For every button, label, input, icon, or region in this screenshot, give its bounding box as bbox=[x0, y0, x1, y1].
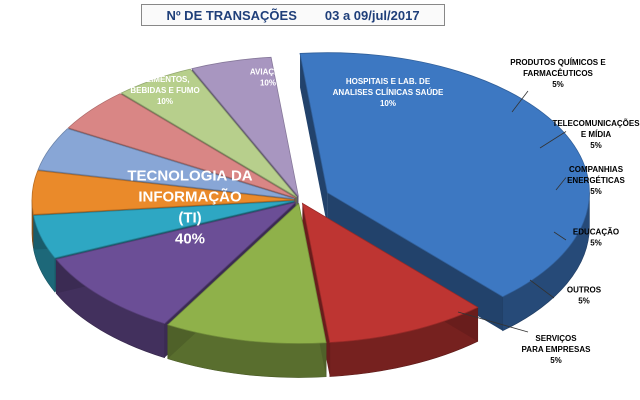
pie-slice bbox=[166, 202, 327, 344]
slice-label: EDUCAÇÃO 5% bbox=[573, 228, 619, 248]
slice-label-line: HOSPITAIS E LAB. DE bbox=[346, 77, 431, 86]
slice-label-line: ENERGÉTICAS bbox=[567, 176, 625, 185]
leader-line bbox=[555, 177, 567, 191]
slice-label: COMPANHIAS ENERGÉTICAS 5% bbox=[567, 165, 625, 196]
slice-label: TELECOMUNICAÇÕES E MÍDIA 5% bbox=[552, 119, 640, 150]
slice-label-line: SERVIÇOS bbox=[535, 334, 577, 343]
slice-label-line: AVIAÇÃO bbox=[250, 68, 286, 77]
slice-value-label: 40% bbox=[175, 231, 205, 248]
slice-label-line: INFORMAÇÃO bbox=[138, 188, 242, 206]
leader-line bbox=[539, 131, 567, 149]
pie-slice bbox=[67, 93, 296, 199]
slice-value-label: 10% bbox=[380, 99, 396, 108]
leader-line bbox=[457, 311, 529, 333]
leader-line bbox=[553, 231, 567, 241]
slice-label-line: ANALISES CLÍNICAS SAÚDE bbox=[333, 88, 444, 97]
pie-tops bbox=[31, 52, 590, 344]
slice-value-label: 5% bbox=[590, 141, 602, 150]
pie-slice bbox=[31, 170, 295, 215]
slice-value-label: 5% bbox=[552, 80, 564, 89]
slice-label: OUTROS 5% bbox=[567, 286, 602, 306]
slice-value-label: 5% bbox=[590, 187, 602, 196]
slice-value-label: 5% bbox=[590, 239, 602, 248]
slice-label-line: FARMACÊUTICOS bbox=[523, 69, 593, 78]
pie-labels: TECNOLOGIA DA INFORMAÇÃO (TI) 40% ALIMENTOS,… bbox=[127, 58, 640, 365]
slice-label-line: COMPANHIAS bbox=[569, 165, 624, 174]
slice-label: SERVIÇOS PARA EMPRESAS 5% bbox=[522, 334, 592, 365]
slice-label-line: OUTROS bbox=[567, 286, 602, 295]
chart-subtitle: 03 a 09/jul/2017 bbox=[324, 7, 420, 23]
leader-line bbox=[529, 279, 555, 299]
slice-label: TECNOLOGIA DA INFORMAÇÃO (TI) 40% bbox=[127, 168, 252, 248]
slice-label-line: TECNOLOGIA DA bbox=[127, 168, 252, 185]
slice-label: PRODUTOS QUÍMICOS E FARMACÊUTICOS 5% bbox=[510, 58, 606, 89]
pie-slice bbox=[191, 56, 299, 197]
pie-slice bbox=[299, 52, 590, 298]
slice-label: ALIMENTOS, BEBIDAS E FUMO 10% bbox=[130, 75, 199, 106]
slice-label: AVIAÇÃO 10% bbox=[250, 68, 286, 88]
pie-slice bbox=[37, 128, 295, 200]
slice-value-label: 5% bbox=[550, 356, 562, 365]
slice-label-line: EDUCAÇÃO bbox=[573, 228, 619, 237]
pie-slice-wall bbox=[300, 53, 328, 227]
slice-value-label: 10% bbox=[157, 97, 173, 106]
slice-label-line: PARA EMPRESAS bbox=[522, 345, 592, 354]
pie-slice bbox=[120, 68, 298, 198]
chart-title: Nº DE TRANSAÇÕES bbox=[166, 7, 297, 23]
slice-label-line: E MÍDIA bbox=[581, 130, 611, 139]
slice-label-line: PRODUTOS QUÍMICOS E bbox=[510, 58, 606, 67]
pie-slice bbox=[301, 202, 479, 343]
slice-label-line: ALIMENTOS, bbox=[140, 75, 189, 84]
slice-label-line: TELECOMUNICAÇÕES bbox=[552, 119, 640, 128]
slice-value-label: 10% bbox=[260, 79, 276, 88]
chart-title-box: Nº DE TRANSAÇÕES 03 a 09/jul/2017 bbox=[141, 4, 445, 26]
slice-label-line: (TI) bbox=[178, 210, 201, 227]
leader-line bbox=[511, 90, 529, 113]
slice-label-line: BEBIDAS E FUMO bbox=[130, 86, 199, 95]
pie-slice bbox=[33, 200, 295, 259]
pie-slice bbox=[55, 201, 297, 325]
slice-label: HOSPITAIS E LAB. DE ANALISES CLÍNICAS SAÚ… bbox=[333, 77, 444, 108]
slice-value-label: 5% bbox=[578, 297, 590, 306]
